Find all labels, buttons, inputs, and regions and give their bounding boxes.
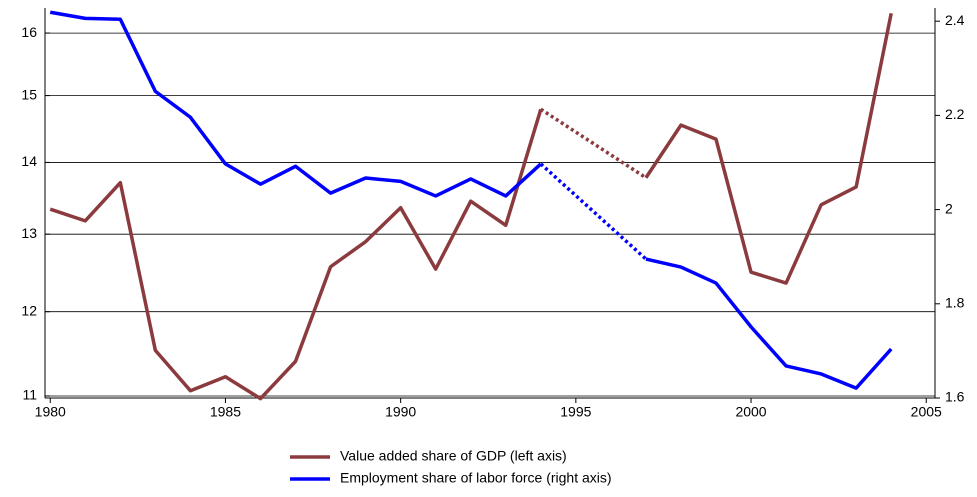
legend-label: Employment share of labor force (right a… [340,470,612,486]
gap-bridge [539,162,648,261]
gap-bridge [539,107,647,180]
series-line [49,12,893,401]
y2-tick-label: 2 [945,200,953,216]
series-line [49,10,893,390]
y2-tick-label: 2.4 [945,12,965,28]
y-tick-label: 16 [21,24,37,40]
y-tick-label: 12 [21,302,37,318]
y2-tick-label: 2.2 [945,106,965,122]
x-tick-label: 1995 [560,404,591,420]
x-tick-label: 2000 [735,404,766,420]
x-tick-label: 1985 [210,404,241,420]
x-tick-label: 2005 [911,404,942,420]
legend-label: Value added share of GDP (left axis) [340,448,567,464]
x-tick-label: 1990 [385,404,416,420]
y-tick-label: 11 [22,387,37,403]
y2-tick-label: 1.6 [945,389,965,405]
x-tick-label: 1980 [35,404,66,420]
y-tick-label: 15 [21,86,37,102]
y-tick-label: 13 [21,225,37,241]
y-tick-label: 14 [21,153,37,169]
y2-tick-label: 1.8 [945,295,965,311]
